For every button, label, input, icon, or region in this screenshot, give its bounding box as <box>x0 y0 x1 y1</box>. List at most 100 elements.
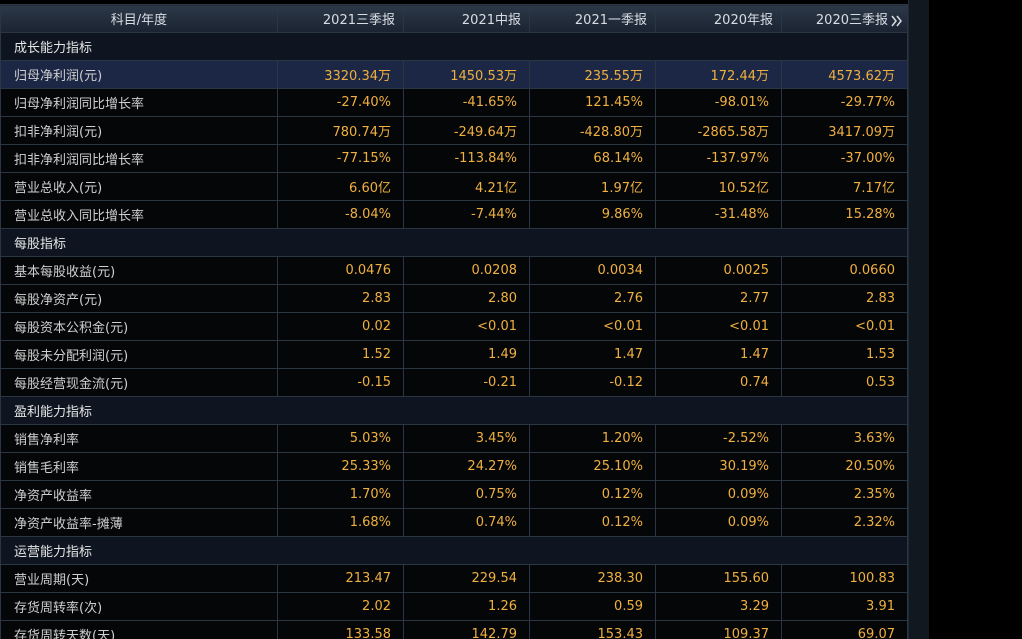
value-cell: -37.00% <box>781 144 908 173</box>
data-row[interactable]: 销售净利率 5.03% 3.45% 1.20% -2.52% 3.63% <box>0 424 908 453</box>
value-cell-text: 69.07 <box>857 627 895 639</box>
value-cell: 0.0034 <box>529 256 656 285</box>
value-cell: 0.0208 <box>403 256 530 285</box>
value-cell: 4.21亿 <box>403 172 530 201</box>
data-row[interactable]: 每股经营现金流(元) -0.15 -0.21 -0.12 0.74 0.53 <box>0 368 908 397</box>
value-cell-text: 0.0208 <box>471 263 518 278</box>
value-cell-text: 0.53 <box>866 375 895 390</box>
value-cell-text: 0.0476 <box>345 263 392 278</box>
value-cell-text: -27.40% <box>336 95 391 110</box>
value-cell-text: 1.49 <box>488 347 517 362</box>
data-row[interactable]: 营业总收入(元) 6.60亿 4.21亿 1.97亿 10.52亿 7.17亿 <box>0 172 908 201</box>
data-row[interactable]: 存货周转天数(天) 133.58 142.79 153.43 109.37 69.07 <box>0 620 908 639</box>
value-cell-text: 0.0034 <box>597 263 644 278</box>
scrollbar[interactable] <box>908 0 929 639</box>
value-cell: -0.15 <box>277 368 404 397</box>
data-row[interactable]: 净资产收益率 1.70% 0.75% 0.12% 0.09% 2.35% <box>0 480 908 509</box>
row-label: 净资产收益率 <box>0 480 278 509</box>
value-cell: 1.26 <box>403 592 530 621</box>
value-cell-text: 213.47 <box>345 571 392 586</box>
data-row[interactable]: 存货周转率(次) 2.02 1.26 0.59 3.29 3.91 <box>0 592 908 621</box>
value-cell: -113.84% <box>403 144 530 173</box>
data-row[interactable]: 营业周期(天) 213.47 229.54 238.30 155.60 100.83 <box>0 564 908 593</box>
data-row[interactable]: 销售毛利率 25.33% 24.27% 25.10% 30.19% 20.50% <box>0 452 908 481</box>
value-cell-text: 4573.62万 <box>828 69 895 84</box>
value-cell: -2.52% <box>655 424 782 453</box>
column-header: 2020年报 <box>655 4 782 33</box>
value-cell-text: 15.28% <box>845 207 895 222</box>
column-header-text: 2021三季报 <box>322 13 395 28</box>
data-row[interactable]: 每股资本公积金(元) 0.02 <0.01 <0.01 <0.01 <0.01 <box>0 312 908 341</box>
data-row[interactable]: 归母净利润同比增长率 -27.40% -41.65% 121.45% -98.01% -2… <box>0 88 908 117</box>
value-cell: 1.97亿 <box>529 172 656 201</box>
value-cell-text: 2.35% <box>853 487 895 502</box>
more-columns-icon[interactable] <box>891 15 903 27</box>
value-cell-text: 1450.53万 <box>450 69 517 84</box>
value-cell: -98.01% <box>655 88 782 117</box>
value-cell: <0.01 <box>529 312 656 341</box>
value-cell: 0.12% <box>529 508 656 537</box>
row-label-text: 净资产收益率-摊薄 <box>14 517 123 532</box>
row-label: 营业总收入(元) <box>0 172 278 201</box>
value-cell-text: 2.80 <box>488 291 517 306</box>
row-label: 销售毛利率 <box>0 452 278 481</box>
row-label-text: 每股资本公积金(元) <box>14 321 129 336</box>
column-header: 2021三季报 <box>277 4 404 33</box>
section-row: 每股指标 <box>0 228 908 257</box>
value-cell-text: 20.50% <box>845 459 895 474</box>
section-row: 运营能力指标 <box>0 536 908 565</box>
value-cell: -27.40% <box>277 88 404 117</box>
value-cell-text: -8.04% <box>345 207 391 222</box>
value-cell: 0.0476 <box>277 256 404 285</box>
data-row[interactable]: 净资产收益率-摊薄 1.68% 0.74% 0.12% 0.09% 2.32% <box>0 508 908 537</box>
data-row[interactable]: 营业总收入同比增长率 -8.04% -7.44% 9.86% -31.48% 15.28% <box>0 200 908 229</box>
value-cell-text: 172.44万 <box>710 69 770 84</box>
value-cell: 4573.62万 <box>781 60 908 89</box>
value-cell-text: 0.74 <box>740 375 769 390</box>
value-cell: 153.43 <box>529 620 656 639</box>
value-cell: <0.01 <box>655 312 782 341</box>
value-cell-text: 0.75% <box>475 487 517 502</box>
value-cell: 100.83 <box>781 564 908 593</box>
data-row[interactable]: 基本每股收益(元) 0.0476 0.0208 0.0034 0.0025 0.0660 <box>0 256 908 285</box>
data-row[interactable]: 归母净利润(元) 3320.34万 1450.53万 235.55万 172.44万 45… <box>0 60 908 89</box>
value-cell-text: 2.83 <box>866 291 895 306</box>
value-cell: 25.10% <box>529 452 656 481</box>
data-row[interactable]: 每股未分配利润(元) 1.52 1.49 1.47 1.47 1.53 <box>0 340 908 369</box>
value-cell-text: 3417.09万 <box>828 125 895 140</box>
data-row[interactable]: 扣非净利润同比增长率 -77.15% -113.84% 68.14% -137.97% -… <box>0 144 908 173</box>
value-cell: 3320.34万 <box>277 60 404 89</box>
value-cell: 1.53 <box>781 340 908 369</box>
value-cell-text: 121.45% <box>585 95 643 110</box>
value-cell-text: 1.97亿 <box>601 181 643 196</box>
value-cell: 121.45% <box>529 88 656 117</box>
row-label: 每股资本公积金(元) <box>0 312 278 341</box>
row-label-text: 扣非净利润(元) <box>14 125 103 140</box>
row-label: 存货周转天数(天) <box>0 620 278 639</box>
column-header: 2020三季报 <box>781 4 908 33</box>
section-title: 每股指标 <box>0 228 908 257</box>
value-cell-text: 133.58 <box>345 627 392 639</box>
value-cell-text: -2.52% <box>723 431 769 446</box>
row-label: 营业周期(天) <box>0 564 278 593</box>
row-label-text: 归母净利润同比增长率 <box>14 97 145 112</box>
value-cell-text: -98.01% <box>714 95 769 110</box>
value-cell-text: -41.65% <box>462 95 517 110</box>
value-cell-text: -31.48% <box>714 207 769 222</box>
row-label: 销售净利率 <box>0 424 278 453</box>
value-cell: 238.30 <box>529 564 656 593</box>
value-cell-text: 1.53 <box>866 347 895 362</box>
data-row[interactable]: 扣非净利润(元) 780.74万 -249.64万 -428.80万 -2865.58万… <box>0 116 908 145</box>
value-cell-text: -428.80万 <box>579 125 643 140</box>
column-header-text: 2021中报 <box>461 13 521 28</box>
value-cell-text: 0.59 <box>614 599 643 614</box>
row-label-text: 销售毛利率 <box>14 461 80 476</box>
row-label-text: 归母净利润(元) <box>14 69 103 84</box>
data-row[interactable]: 每股净资产(元) 2.83 2.80 2.76 2.77 2.83 <box>0 284 908 313</box>
value-cell: 2.02 <box>277 592 404 621</box>
row-label: 基本每股收益(元) <box>0 256 278 285</box>
value-cell: 3.29 <box>655 592 782 621</box>
value-cell-text: 109.37 <box>723 627 770 639</box>
column-header: 科目/年度 <box>0 4 278 33</box>
